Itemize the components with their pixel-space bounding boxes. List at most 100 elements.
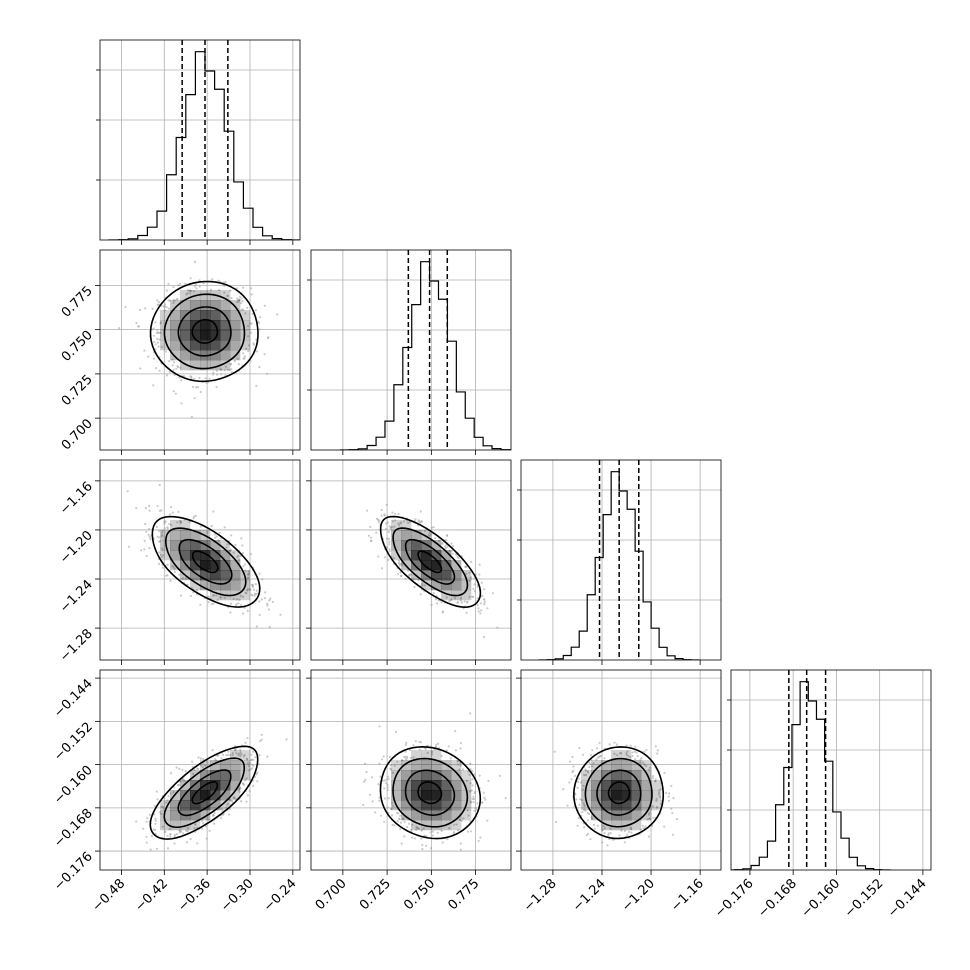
scatter-point [589,754,593,757]
scatter-point [172,368,175,371]
scatter-point [163,527,166,530]
scatter-point [240,308,243,311]
scatter-point [504,797,507,800]
scatter-point [469,576,472,579]
density-cell [411,800,422,811]
density-cell [581,770,592,781]
scatter-point [483,796,486,799]
scatter-point [645,765,648,768]
scatter-point [431,830,434,833]
contour-line [163,757,246,829]
scatter-point [161,806,165,809]
scatter-point [156,798,159,801]
scatter-point [244,591,247,594]
scatter-panel-1-0 [100,250,300,450]
scatter-point [386,784,389,787]
scatter-point [161,549,164,552]
scatter-point [655,797,658,801]
scatter-point [173,570,176,574]
scatter-point [225,546,228,549]
scatter-point [667,799,671,802]
scatter-point [195,386,198,389]
density-cell [411,540,422,551]
density-cell [200,800,211,811]
scatter-point [155,790,158,793]
scatter-point [586,770,590,773]
scatter-point [409,756,412,760]
scatter-point [171,364,174,367]
scatter-point [226,368,229,371]
scatter-point [193,397,196,400]
scatter-point [249,768,253,771]
scatter-point [221,754,225,757]
scatter-point [643,763,646,766]
scatter-point [472,795,475,798]
scatter-point [258,328,261,331]
scatter-point [450,542,453,545]
scatter-point [472,595,475,599]
scatter-point [454,730,457,733]
scatter-point [419,593,422,596]
scatter-point [452,831,456,834]
scatter-point [163,309,166,312]
scatter-point [663,825,666,828]
scatter-point [483,601,486,604]
scatter-point [226,294,229,298]
scatter-point [218,288,221,292]
scatter-point [401,759,404,762]
density-cell [621,760,632,771]
density-cell [591,770,602,781]
scatter-point [472,801,475,804]
scatter-point [606,844,609,847]
hist-panel-0 [100,40,300,240]
scatter-point [212,371,215,374]
density-cell [631,770,642,781]
scatter-point [378,762,381,765]
scatter-point [167,282,170,285]
scatter-point [206,531,209,534]
scatter-point [225,754,228,757]
scatter-point [471,784,474,787]
scatter-point [368,793,372,796]
scatter-point [251,312,254,316]
density-cell [180,520,191,531]
scatter-point [444,547,447,550]
scatter-point [668,792,671,795]
scatter-panel-3-1 [311,670,511,870]
scatter-point [655,799,658,803]
scatter-point [256,350,259,353]
density-cell [190,570,201,581]
scatter-point [238,598,241,602]
scatter-point [166,834,169,837]
scatter-point [589,763,592,766]
scatter-point [186,830,189,833]
scatter-point [387,537,390,541]
scatter-point [588,766,591,769]
scatter-point [388,548,391,551]
density-cell [220,300,231,311]
scatter-point [658,791,661,794]
scatter-point [227,750,230,753]
scatter-point [623,829,627,833]
scatter-point [240,537,243,540]
scatter-point [428,534,431,538]
scatter-point [629,756,632,759]
scatter-point [255,589,258,592]
scatter-point [236,297,239,300]
scatter-point [385,522,388,525]
scatter-point [648,812,651,815]
scatter-point [647,835,651,838]
scatter-point [237,363,240,366]
scatter-point [240,604,243,607]
axes-frame [310,669,512,871]
x-tick-label: 0.750 [401,876,438,913]
density-cell [180,550,191,561]
scatter-point [470,789,473,792]
scatter-point [434,537,437,540]
scatter-point [581,753,585,756]
scatter-point [603,827,607,830]
scatter-point [592,762,595,765]
y-tick-label: −1.24 [57,577,96,616]
scatter-point [191,385,195,389]
scatter-point [202,282,205,285]
